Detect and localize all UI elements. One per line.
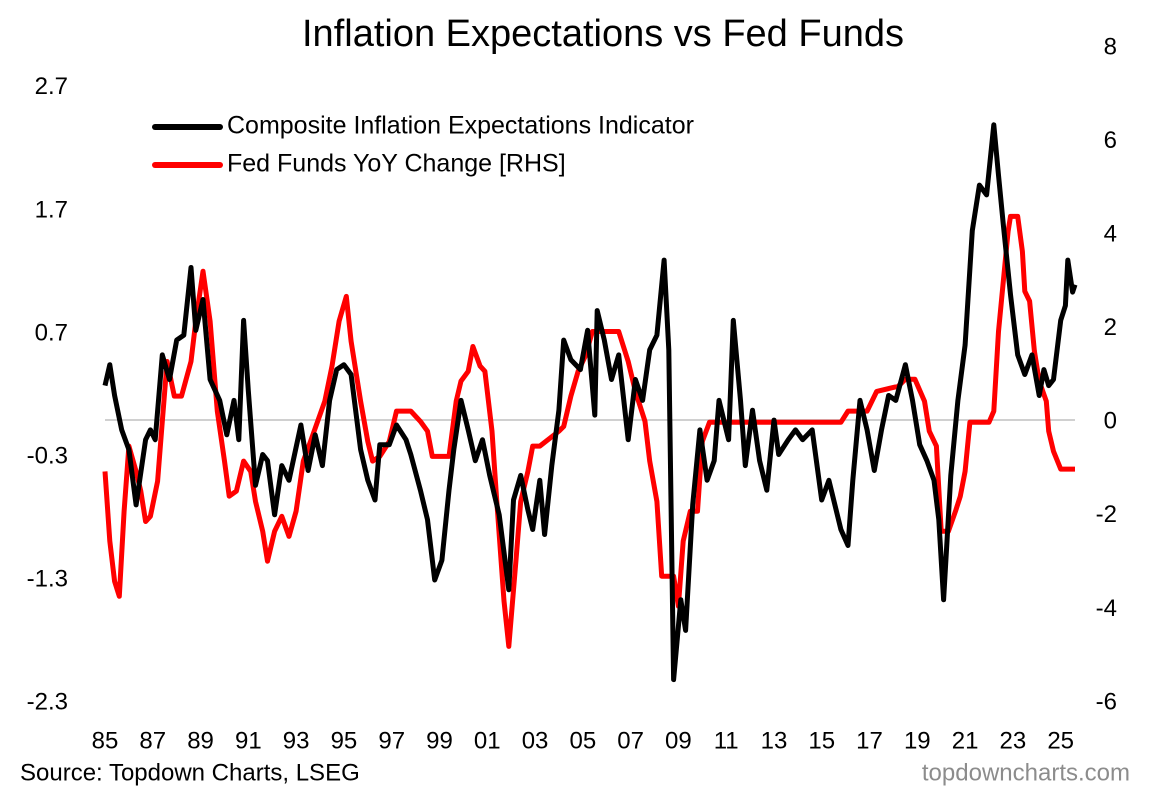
x-tick-label: 13 (761, 727, 788, 754)
x-tick-label: 87 (139, 727, 166, 754)
legend-label: Fed Funds YoY Change [RHS] (227, 150, 566, 178)
x-tick-label: 99 (426, 727, 453, 754)
x-tick-label: 09 (665, 727, 692, 754)
x-tick-label: 97 (378, 727, 405, 754)
y2-tick-label: 8 (1104, 33, 1117, 60)
y2-tick-label: -6 (1096, 688, 1117, 715)
y-tick-label: -2.3 (27, 688, 68, 715)
x-tick-label: 93 (283, 727, 310, 754)
y-tick-label: -1.3 (27, 565, 68, 592)
x-tick-label: 25 (1047, 727, 1074, 754)
y2-tick-label: 0 (1104, 408, 1117, 435)
x-tick-label: 07 (617, 727, 644, 754)
x-tick-label: 17 (856, 727, 883, 754)
y-tick-label: 1.7 (35, 196, 68, 223)
x-tick-label: 85 (92, 727, 119, 754)
x-tick-label: 89 (187, 727, 214, 754)
x-tick-label: 21 (952, 727, 979, 754)
x-tick-label: 01 (474, 727, 501, 754)
y2-tick-label: 6 (1104, 127, 1117, 154)
source-note: Source: Topdown Charts, LSEG (20, 759, 360, 786)
x-tick-label: 19 (904, 727, 931, 754)
y-tick-label: -0.3 (27, 442, 68, 469)
y-tick-label: 2.7 (35, 73, 68, 100)
chart-title: Inflation Expectations vs Fed Funds (302, 13, 904, 55)
series-line (102, 213, 1075, 649)
y-tick-label: 0.7 (35, 319, 68, 346)
x-tick-label: 05 (569, 727, 596, 754)
y2-tick-label: 4 (1104, 220, 1117, 247)
x-tick-label: 03 (522, 727, 549, 754)
x-tick-label: 11 (714, 727, 739, 754)
watermark: topdowncharts.com (922, 759, 1130, 786)
y2-tick-label: -2 (1096, 501, 1117, 528)
x-tick-label: 23 (1000, 727, 1027, 754)
x-tick-label: 15 (808, 727, 835, 754)
x-tick-label: 91 (235, 727, 262, 754)
legend-label: Composite Inflation Expectations Indicat… (227, 112, 694, 140)
y2-tick-label: 2 (1104, 314, 1117, 341)
series-line (102, 122, 1078, 683)
x-tick-label: 95 (331, 727, 358, 754)
y2-tick-label: -4 (1096, 595, 1117, 622)
